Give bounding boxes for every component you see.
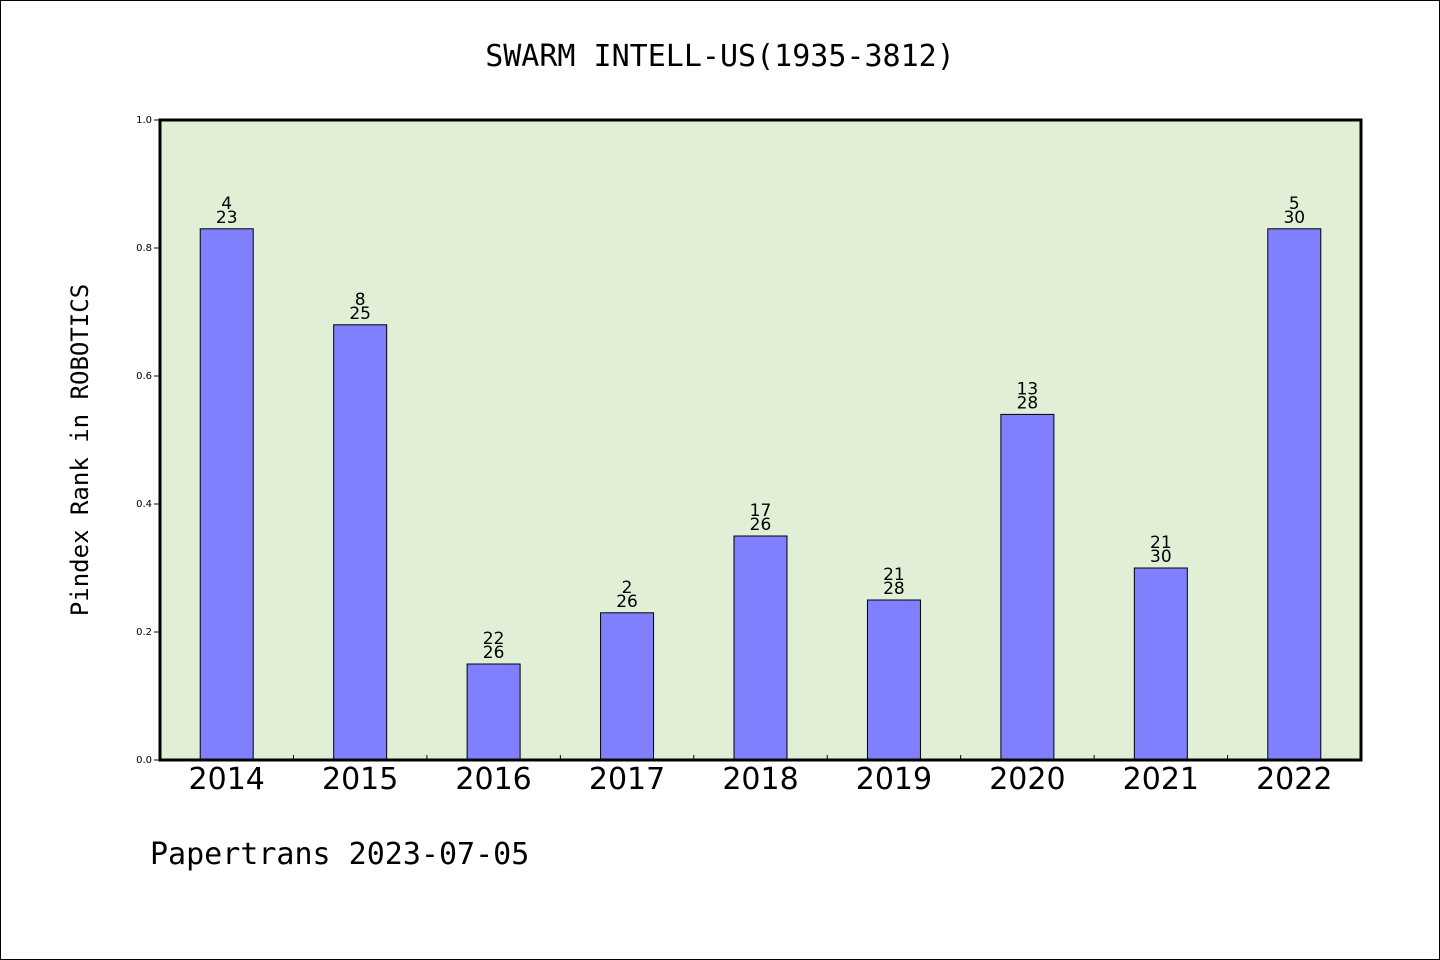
data-label-top: 21 [1150,533,1172,553]
x-tick-label: 2016 [455,762,531,797]
bar-2015 [333,324,388,761]
y-tick-label: 0.4 [136,499,152,510]
data-label-top: 21 [883,565,905,585]
data-label-bottom: 23 [216,208,238,228]
y-tick-label: 0.8 [136,243,152,254]
bar-2017 [600,612,655,761]
data-label-top: 17 [750,501,772,521]
y-tick-label: 0.0 [136,755,152,766]
y-axis-label: Pindex Rank in ROBOTICS [66,284,94,616]
data-label-bottom: 26 [483,643,505,663]
bar-2021 [1133,567,1188,761]
chart-title: SWARM INTELL-US(1935-3812) [485,39,955,74]
data-label-bottom: 28 [1017,393,1039,413]
y-tick-label: 1.0 [136,115,152,126]
bar-2019 [866,599,921,761]
x-tick-label: 2017 [589,762,665,797]
data-label-bottom: 25 [349,304,371,324]
bar-2022 [1267,228,1322,761]
data-label-top: 13 [1017,379,1039,399]
data-label-top: 8 [355,290,366,310]
data-label-bottom: 28 [883,579,905,599]
x-tick-label: 2020 [989,762,1065,797]
x-tick-label: 2018 [722,762,798,797]
data-label-bottom: 26 [750,515,772,535]
y-tick-label: 0.6 [136,371,152,382]
y-tick-label: 0.2 [136,627,152,638]
x-tick-label: 2014 [189,762,265,797]
data-label-top: 2 [622,578,633,598]
x-tick-label: 2022 [1256,762,1332,797]
plot-border [158,118,1363,762]
data-label-top: 22 [483,629,505,649]
x-tick-label: 2019 [856,762,932,797]
data-label-top: 5 [1289,194,1300,214]
data-label-bottom: 30 [1150,547,1172,567]
bar-2018 [733,535,788,761]
bar-2020 [1000,413,1055,761]
data-label-top: 4 [221,194,232,214]
x-tick-label: 2021 [1123,762,1199,797]
bar-2016 [466,663,521,761]
footer-credit: Papertrans 2023-07-05 [150,837,529,872]
x-tick-label: 2015 [322,762,398,797]
data-label-bottom: 30 [1283,208,1305,228]
bar-2014 [199,228,254,761]
data-label-bottom: 26 [616,592,638,612]
